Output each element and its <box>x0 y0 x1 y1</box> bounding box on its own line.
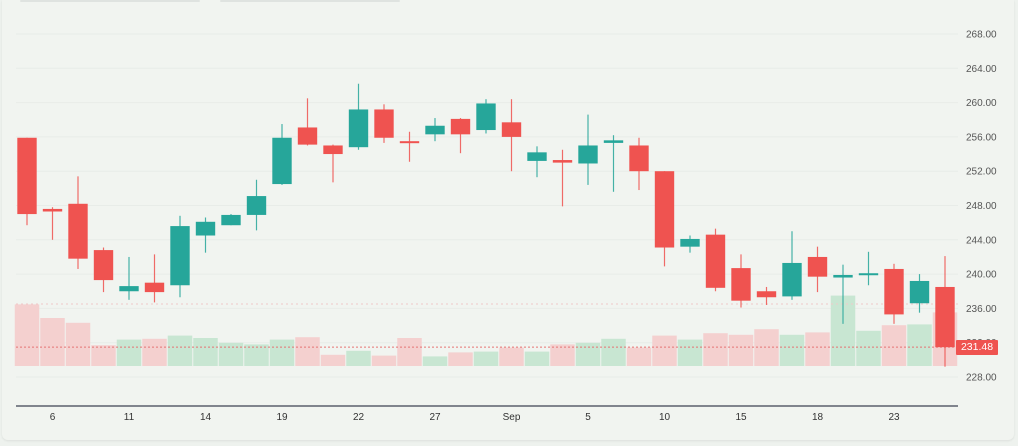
y-tick-label: 252.00 <box>966 167 997 178</box>
candle-body <box>17 137 37 215</box>
candle-body <box>246 196 267 215</box>
volume-bar <box>91 345 116 366</box>
candle-body <box>476 103 496 131</box>
candle-body <box>603 140 624 143</box>
top-divider-left <box>20 0 200 2</box>
candle-body <box>527 152 547 161</box>
volume-bar <box>473 351 499 366</box>
x-tick-label: 10 <box>659 412 671 423</box>
volume-bar <box>856 330 881 366</box>
volume-bar <box>269 339 295 366</box>
volume-bar <box>448 352 473 366</box>
x-tick-label: 22 <box>353 412 365 423</box>
candle-body <box>425 125 445 135</box>
candle-body <box>348 109 369 148</box>
y-tick-label: 244.00 <box>966 235 997 246</box>
volume-bar <box>65 322 91 366</box>
candle-body <box>782 262 802 297</box>
x-tick-label: 5 <box>585 412 591 423</box>
volume-bar <box>805 332 830 366</box>
candle-body <box>654 171 675 248</box>
volume-bar <box>346 350 371 366</box>
volume-bar <box>320 354 346 366</box>
candle-body <box>705 234 726 288</box>
candle-body <box>399 141 420 144</box>
volume-bar <box>295 337 320 366</box>
candle-body <box>884 268 904 315</box>
volume-bar <box>626 347 652 366</box>
x-tick-label: 15 <box>735 412 747 423</box>
volume-bar <box>14 304 40 366</box>
candle-body <box>119 286 139 292</box>
x-tick-label: 14 <box>200 412 212 423</box>
volume-bar <box>779 334 805 366</box>
x-tick-label: 18 <box>812 412 824 423</box>
volume-bar <box>575 342 601 366</box>
candle-body <box>297 127 318 145</box>
candle-body <box>272 137 292 185</box>
y-tick-label: 260.00 <box>966 98 997 109</box>
volume-bar <box>601 338 626 366</box>
candle-body <box>323 145 343 155</box>
candle-body <box>170 226 190 286</box>
candle-body <box>501 122 522 137</box>
x-tick-label: 19 <box>276 412 288 423</box>
candle-body <box>144 282 165 293</box>
candle-body <box>935 286 955 348</box>
volume-bar <box>167 335 193 366</box>
candle-body <box>858 273 879 276</box>
candle-body <box>680 238 700 247</box>
x-tick-label: 27 <box>429 412 441 423</box>
candle-body <box>909 280 930 304</box>
candle-body <box>93 250 114 281</box>
x-tick-label: 11 <box>124 412 135 423</box>
y-tick-label: 256.00 <box>966 132 997 143</box>
volume-bar <box>652 335 677 366</box>
x-tick-label: 23 <box>888 412 900 423</box>
candle-body <box>731 268 751 301</box>
y-tick-label: 240.00 <box>966 270 997 281</box>
x-tick-label: Sep <box>503 412 521 423</box>
last-price-label: 231.48 <box>956 340 998 355</box>
volume-bar <box>524 351 550 366</box>
top-divider-right <box>220 0 400 2</box>
volume-bar <box>703 333 728 366</box>
volume-bar <box>499 347 524 366</box>
candle-body <box>578 145 598 164</box>
candle-body <box>807 256 828 277</box>
volume-bar <box>397 338 422 366</box>
candle-body <box>195 221 216 236</box>
volume-bar <box>142 338 167 366</box>
y-tick-label: 228.00 <box>966 373 997 384</box>
x-tick-label: 6 <box>50 412 56 423</box>
candle-body <box>374 109 394 138</box>
volume-bar <box>422 356 448 366</box>
candle-body <box>833 274 853 278</box>
candle-body <box>450 118 471 135</box>
volume-bar <box>881 325 907 366</box>
volume-bar <box>728 334 754 366</box>
volume-bar <box>754 329 779 366</box>
volume-bar <box>116 339 142 366</box>
candle-body <box>756 291 777 298</box>
volume-bar <box>907 324 932 366</box>
candle-body <box>42 208 63 212</box>
candle-body <box>552 160 573 163</box>
volume-bar <box>550 344 575 366</box>
y-tick-label: 268.00 <box>966 30 997 41</box>
volume-bar <box>371 355 397 366</box>
y-tick-label: 236.00 <box>966 304 997 315</box>
volume-bar <box>677 339 703 366</box>
volume-bar <box>244 344 269 366</box>
y-tick-label: 264.00 <box>966 64 997 75</box>
volume-bar <box>218 342 244 366</box>
volume-bar <box>193 338 218 366</box>
candle-body <box>221 214 241 226</box>
volume-bar <box>40 318 65 366</box>
candle-body <box>629 145 649 172</box>
candle-body <box>68 203 88 259</box>
y-tick-label: 248.00 <box>966 201 997 212</box>
